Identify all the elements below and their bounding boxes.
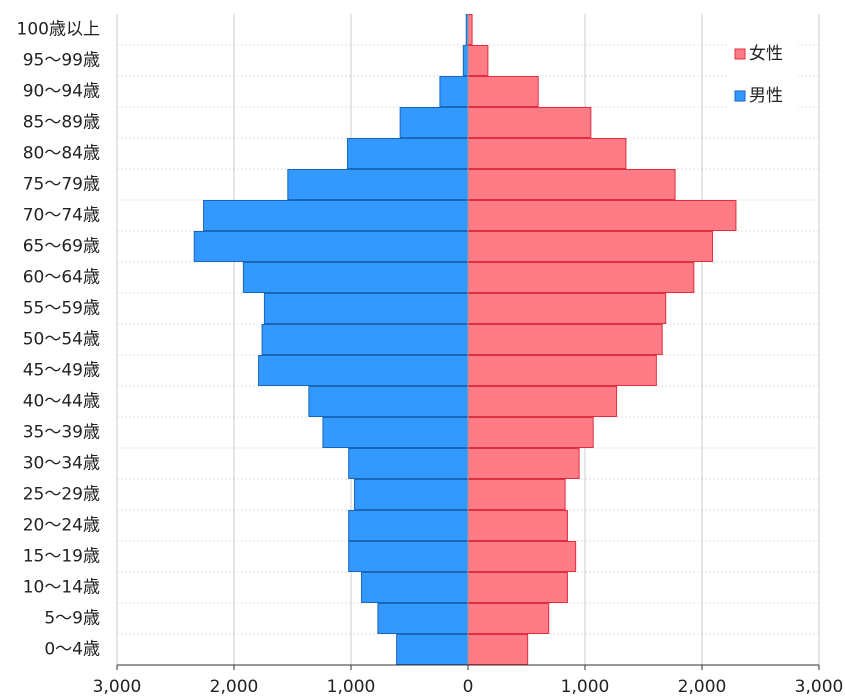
y-tick-label: 10～14歳	[23, 578, 100, 598]
y-tick-label: 25～29歳	[23, 485, 100, 505]
y-tick-label: 20～24歳	[23, 516, 100, 536]
y-tick-label: 35～39歳	[23, 423, 100, 443]
bar	[263, 293, 469, 324]
x-tick-label: 0	[463, 677, 474, 697]
bar	[308, 386, 469, 417]
bar	[467, 572, 568, 603]
y-tick-label: 5～9歳	[44, 609, 100, 629]
x-tick-label: 3,000	[795, 677, 844, 697]
bar	[467, 603, 550, 634]
bar	[467, 479, 566, 510]
bar	[467, 262, 695, 293]
x-tick-label: 1,000	[561, 677, 610, 697]
bar	[322, 417, 469, 448]
bar	[467, 417, 594, 448]
bar	[361, 572, 469, 603]
y-tick-label: 60～64歳	[23, 268, 100, 288]
y-tick-label: 45～49歳	[23, 361, 100, 381]
bar	[467, 138, 627, 169]
y-tick-label: 75～79歳	[23, 175, 100, 195]
y-tick-label: 100歳以上	[17, 20, 100, 40]
y-tick-label: 0～4歳	[44, 640, 100, 660]
bar	[467, 169, 676, 200]
bar	[467, 45, 489, 76]
y-tick-label: 40～44歳	[23, 392, 100, 412]
bar	[258, 355, 469, 386]
legend-label: 男性	[749, 86, 783, 106]
y-tick-label: 90～94歳	[23, 82, 100, 102]
y-tick-label: 55～59歳	[23, 299, 100, 319]
bar	[467, 200, 737, 231]
y-tick-label: 95～99歳	[23, 51, 100, 71]
bar	[399, 107, 469, 138]
bar	[242, 262, 469, 293]
bar	[467, 231, 714, 262]
y-tick-label: 30～34歳	[23, 454, 100, 474]
x-tick-label: 2,000	[210, 677, 259, 697]
y-tick-label: 15～19歳	[23, 547, 100, 567]
x-tick-label: 1,000	[327, 677, 376, 697]
bar	[354, 479, 469, 510]
bar	[287, 169, 469, 200]
bar	[467, 634, 529, 665]
bar	[348, 510, 469, 541]
x-tick-label: 3,000	[93, 677, 142, 697]
bar	[467, 386, 618, 417]
bar	[467, 107, 592, 138]
bar	[467, 293, 667, 324]
legend-swatch	[734, 90, 746, 102]
bar	[193, 231, 469, 262]
y-tick-label: 50～54歳	[23, 330, 100, 350]
bar	[377, 603, 469, 634]
bar	[467, 355, 657, 386]
bar	[203, 200, 469, 231]
bar	[348, 541, 469, 572]
y-tick-label: 70～74歳	[23, 206, 100, 226]
bar	[346, 138, 469, 169]
y-tick-label: 85～89歳	[23, 113, 100, 133]
bar	[348, 448, 469, 479]
bar	[467, 541, 577, 572]
bar	[467, 76, 539, 107]
bar	[261, 324, 469, 355]
bar	[467, 14, 473, 45]
bar	[396, 634, 469, 665]
x-tick-label: 2,000	[678, 677, 727, 697]
bar	[439, 76, 469, 107]
y-tick-label: 80～84歳	[23, 144, 100, 164]
bar	[467, 510, 568, 541]
bar	[467, 324, 663, 355]
y-tick-label: 65～69歳	[23, 237, 100, 257]
legend-swatch	[734, 48, 746, 60]
legend-label: 女性	[749, 44, 783, 64]
bar	[467, 448, 580, 479]
bar	[462, 45, 469, 76]
